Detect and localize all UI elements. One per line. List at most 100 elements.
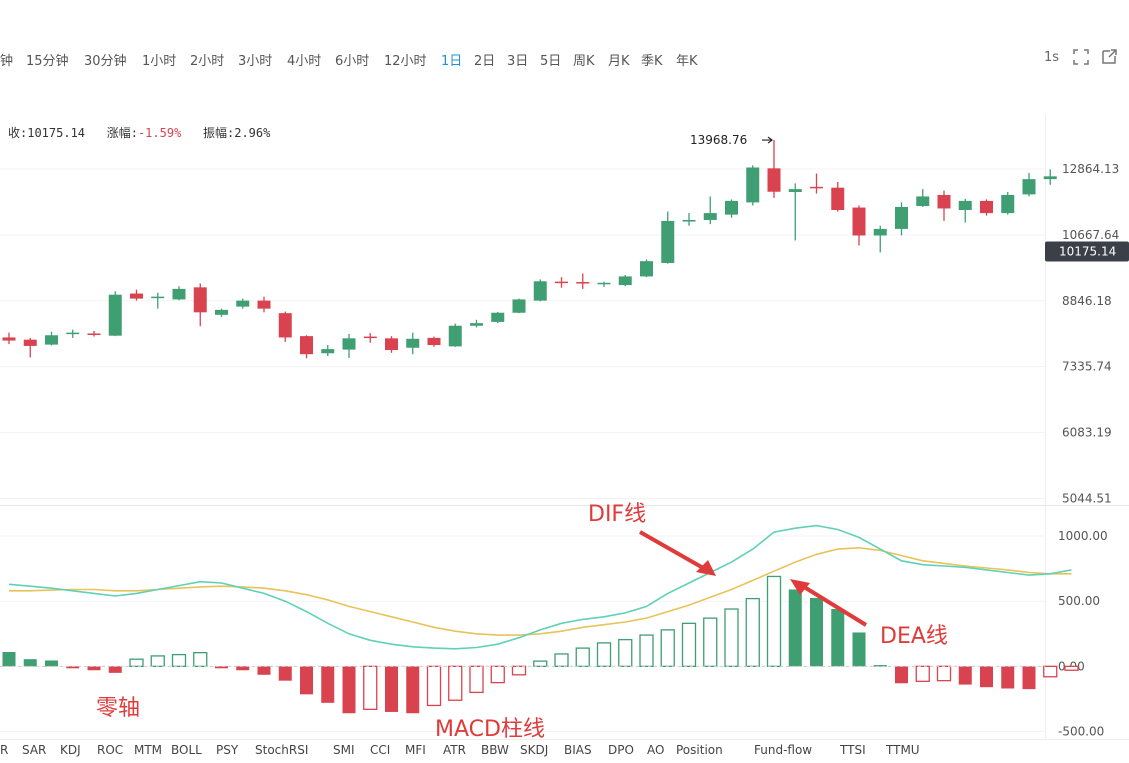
candle-body: [937, 194, 951, 209]
interval-selector[interactable]: 1s: [1044, 50, 1060, 65]
macd-histogram-bar: [2, 652, 16, 667]
timeframe-week[interactable]: 周K: [573, 54, 595, 69]
macd-tick-label: 500.00: [1058, 594, 1100, 608]
indicator-stochrsi[interactable]: StochRSI: [255, 743, 309, 757]
candle-body: [788, 189, 802, 193]
timeframe-0[interactable]: 钟: [0, 54, 14, 69]
candle-body: [321, 349, 335, 354]
candle-body: [703, 213, 717, 220]
candle-body: [300, 336, 313, 355]
candle: [661, 211, 675, 264]
ohlc-info: 收:10175.14 涨幅:-1.59% 振幅:2.96%: [8, 124, 270, 141]
amplitude-label: 振幅:: [203, 126, 235, 140]
indicator-ao[interactable]: AO: [647, 743, 665, 757]
macd-histogram-bar: [87, 666, 101, 671]
candle-body: [23, 339, 37, 346]
indicator-kdj[interactable]: KDJ: [60, 743, 81, 757]
candle: [108, 291, 122, 337]
candle: [618, 274, 632, 287]
macd-histogram-bar: [852, 632, 866, 667]
indicator-atr[interactable]: ATR: [443, 743, 466, 757]
indicator-skdj[interactable]: SKDJ: [520, 743, 549, 757]
amplitude-value: 2.96%: [234, 126, 271, 140]
indicator-bbw[interactable]: BBW: [481, 743, 509, 757]
macd-histogram-bar: [363, 665, 378, 710]
candle: [873, 225, 887, 253]
candle: [23, 337, 37, 358]
macd-histogram-bar: [745, 597, 760, 667]
candle-body: [852, 207, 866, 236]
macd-histogram-bar: [958, 666, 972, 685]
indicator-psy[interactable]: PSY: [216, 743, 239, 757]
candle: [576, 273, 590, 289]
timeframe-3h[interactable]: 3小时: [238, 54, 273, 69]
indicator-cci[interactable]: CCI: [370, 743, 391, 757]
candle: [555, 277, 568, 288]
candle: [852, 205, 866, 246]
timeframe-year[interactable]: 年K: [676, 54, 698, 69]
candle-body: [215, 309, 228, 315]
macd-histogram-bar: [1001, 666, 1015, 689]
indicator-roc[interactable]: ROC: [97, 743, 124, 757]
indicator-fund-flow[interactable]: Fund-flow: [754, 743, 813, 757]
candle: [895, 202, 908, 236]
indicator-r[interactable]: R: [0, 743, 9, 757]
close-value: 10175.14: [27, 126, 86, 140]
candle: [937, 190, 951, 221]
macd-histogram-bar: [766, 575, 782, 667]
timeframe-toolbar: 钟 15分钟 30分钟 1小时 2小时 3小时 4小时 6小时 12小时 1日 …: [0, 38, 1129, 78]
candle: [385, 336, 398, 353]
timeframe-1d[interactable]: 1日: [441, 54, 463, 69]
timeframe-2d[interactable]: 2日: [474, 54, 496, 69]
close-label: 收:: [8, 126, 28, 140]
indicator-boll[interactable]: BOLL: [171, 743, 202, 757]
indicator-smi[interactable]: SMI: [333, 743, 355, 757]
indicator-mfi[interactable]: MFI: [405, 743, 426, 757]
candle: [45, 331, 58, 346]
candle-body: [682, 219, 696, 222]
timeframe-quarter[interactable]: 季K: [641, 54, 663, 69]
macd-histogram-bar: [342, 666, 356, 714]
dea-annotation-arrow: [794, 580, 868, 627]
candle-body: [257, 300, 271, 309]
candle-body: [45, 335, 58, 345]
timeframe-month[interactable]: 月K: [608, 54, 630, 69]
candle: [491, 311, 505, 324]
candle-body: [810, 186, 823, 189]
candle-body: [193, 287, 207, 313]
macd-histogram-bar: [236, 666, 250, 671]
candle-body: [1022, 179, 1036, 195]
indicator-ttsi[interactable]: TTSI: [840, 743, 866, 757]
popout-icon[interactable]: [1100, 48, 1118, 70]
timeframe-15m[interactable]: 15分钟: [26, 54, 69, 69]
candle-body: [130, 293, 143, 299]
indicator-ttmu[interactable]: TTMU: [886, 743, 920, 757]
timeframe-6h[interactable]: 6小时: [335, 54, 370, 69]
indicator-mtm[interactable]: MTM: [134, 743, 163, 757]
indicator-sar[interactable]: SAR: [22, 743, 47, 757]
indicator-bias[interactable]: BIAS: [564, 743, 592, 757]
macd-histogram-bar: [171, 653, 187, 667]
candle: [172, 286, 186, 301]
max-price-marker: 13968.76: [690, 133, 773, 147]
timeframe-1h[interactable]: 1小时: [142, 54, 177, 69]
candle: [682, 213, 696, 226]
candle-body: [151, 296, 165, 299]
current-price-tag: 10175.14: [1045, 241, 1129, 262]
indicator-position[interactable]: Position: [676, 743, 723, 757]
timeframe-30m[interactable]: 30分钟: [84, 54, 127, 69]
timeframe-4h[interactable]: 4小时: [287, 54, 322, 69]
timeframe-5d[interactable]: 5日: [540, 54, 562, 69]
macd-histogram-bar: [873, 665, 887, 667]
candle: [66, 329, 80, 338]
candle-body: [2, 337, 16, 341]
current-price-tag-label: 10175.14: [1059, 245, 1116, 259]
candle-body: [555, 281, 568, 284]
timeframe-2h[interactable]: 2小时: [190, 54, 225, 69]
indicator-dpo[interactable]: DPO: [608, 743, 634, 757]
timeframe-12h[interactable]: 12小时: [384, 54, 427, 69]
fullscreen-icon[interactable]: [1072, 48, 1090, 70]
candle: [640, 259, 653, 278]
timeframe-3d[interactable]: 3日: [507, 54, 529, 69]
